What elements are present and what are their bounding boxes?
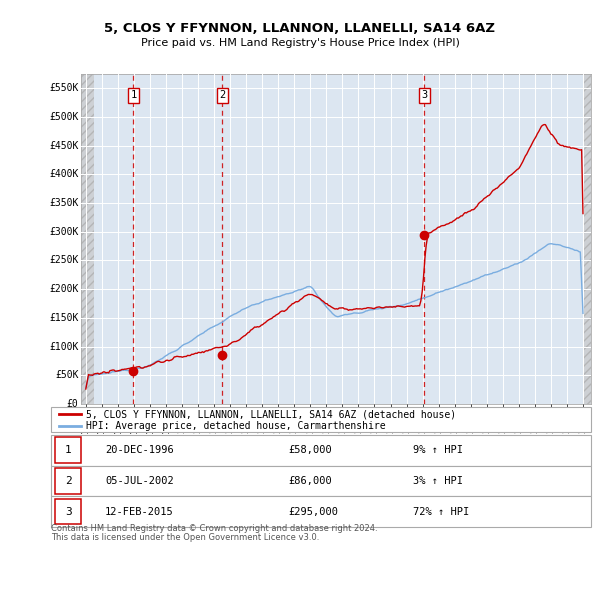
Text: £350K: £350K <box>49 198 79 208</box>
Text: 3: 3 <box>65 507 71 516</box>
Bar <box>81 74 94 404</box>
Text: 12-FEB-2015: 12-FEB-2015 <box>105 507 174 516</box>
Text: £150K: £150K <box>49 313 79 323</box>
Text: 20-DEC-1996: 20-DEC-1996 <box>105 445 174 455</box>
Text: £200K: £200K <box>49 284 79 294</box>
FancyBboxPatch shape <box>51 435 591 466</box>
Text: £550K: £550K <box>49 83 79 93</box>
FancyBboxPatch shape <box>51 466 591 496</box>
Text: This data is licensed under the Open Government Licence v3.0.: This data is licensed under the Open Gov… <box>51 533 319 542</box>
Text: 2: 2 <box>219 90 226 100</box>
FancyBboxPatch shape <box>55 437 81 463</box>
FancyBboxPatch shape <box>55 468 81 494</box>
Text: 5, CLOS Y FFYNNON, LLANNON, LLANELLI, SA14 6AZ: 5, CLOS Y FFYNNON, LLANNON, LLANELLI, SA… <box>104 22 496 35</box>
Text: Contains HM Land Registry data © Crown copyright and database right 2024.: Contains HM Land Registry data © Crown c… <box>51 525 377 533</box>
Text: £0: £0 <box>67 399 79 409</box>
Text: £500K: £500K <box>49 112 79 122</box>
Text: 05-JUL-2002: 05-JUL-2002 <box>105 476 174 486</box>
Text: £300K: £300K <box>49 227 79 237</box>
Text: 1: 1 <box>65 445 71 455</box>
Text: 5, CLOS Y FFYNNON, LLANNON, LLANELLI, SA14 6AZ (detached house): 5, CLOS Y FFYNNON, LLANNON, LLANELLI, SA… <box>86 409 456 419</box>
Text: 3% ↑ HPI: 3% ↑ HPI <box>413 476 463 486</box>
Text: £86,000: £86,000 <box>289 476 332 486</box>
FancyBboxPatch shape <box>55 499 81 525</box>
Text: 1: 1 <box>130 90 137 100</box>
Text: HPI: Average price, detached house, Carmarthenshire: HPI: Average price, detached house, Carm… <box>86 421 386 431</box>
Text: £295,000: £295,000 <box>289 507 338 516</box>
Text: 9% ↑ HPI: 9% ↑ HPI <box>413 445 463 455</box>
Text: £100K: £100K <box>49 342 79 352</box>
Text: 2: 2 <box>65 476 71 486</box>
Text: £250K: £250K <box>49 255 79 266</box>
FancyBboxPatch shape <box>51 496 591 527</box>
FancyBboxPatch shape <box>51 407 591 432</box>
Text: 3: 3 <box>421 90 427 100</box>
Text: £58,000: £58,000 <box>289 445 332 455</box>
Text: £450K: £450K <box>49 140 79 150</box>
Text: £50K: £50K <box>55 371 79 381</box>
Text: Price paid vs. HM Land Registry's House Price Index (HPI): Price paid vs. HM Land Registry's House … <box>140 38 460 48</box>
Bar <box>584 74 591 404</box>
Text: £400K: £400K <box>49 169 79 179</box>
Text: 72% ↑ HPI: 72% ↑ HPI <box>413 507 469 516</box>
